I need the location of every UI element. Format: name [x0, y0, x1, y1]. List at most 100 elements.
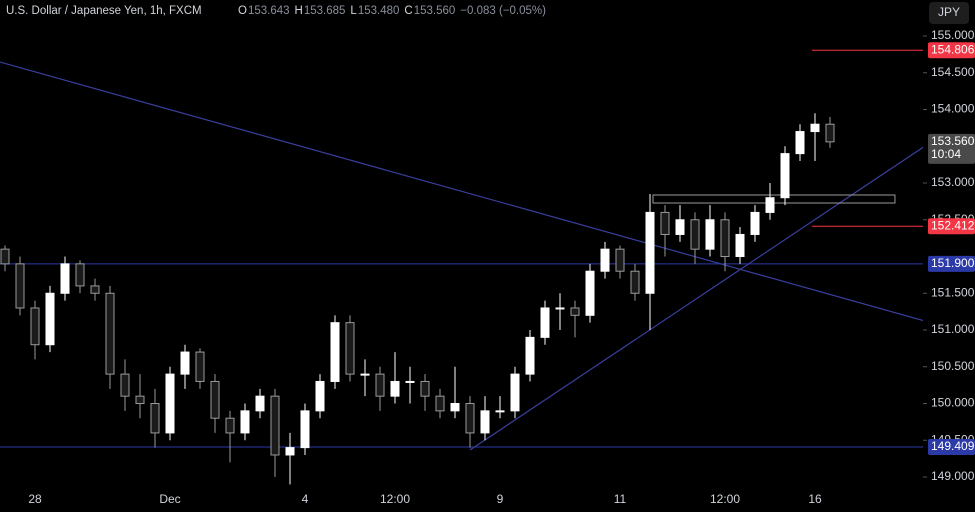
- price-badge: [928, 218, 975, 235]
- candle-body: [465, 403, 475, 434]
- plot-area: [0, 49, 923, 485]
- candle-body: [540, 307, 550, 338]
- candle-body: [765, 197, 775, 213]
- header-label: L: [350, 5, 357, 17]
- candle-body: [570, 307, 580, 316]
- price-badge: [928, 255, 975, 272]
- price-badge-label: 149.409: [931, 439, 975, 453]
- y-tick-label: 150.500: [931, 359, 975, 373]
- candle-body: [15, 263, 25, 309]
- price-badge: [928, 42, 975, 59]
- y-tick-label: 155.000: [931, 28, 975, 42]
- price-badge-label: 152.412: [931, 218, 975, 232]
- ohlc-header: O 153.643 H 153.685 L 153.480 C 153.560 −0.083 (…: [238, 5, 546, 17]
- candle-body: [270, 395, 280, 456]
- candle-body: [480, 410, 490, 434]
- candle-body: [630, 270, 640, 294]
- header-value: 153.643: [248, 5, 290, 17]
- price-badge-label: 153.560: [931, 134, 975, 148]
- candle-body: [720, 219, 730, 258]
- y-tick-label: 154.500: [931, 65, 975, 79]
- y-tick-label: 150.000: [931, 396, 975, 410]
- price-badge: [928, 133, 975, 164]
- x-tick-label: 11: [614, 492, 627, 506]
- candle-body: [180, 351, 190, 375]
- candle-body: [45, 292, 55, 346]
- candle-body: [75, 263, 85, 287]
- candle-body: [750, 211, 760, 235]
- candle-body: [660, 211, 670, 235]
- x-tick-label: 9: [497, 492, 504, 506]
- candle-body: [330, 322, 340, 382]
- candle-body: [300, 410, 310, 449]
- candle-body: [675, 219, 685, 235]
- header-change: −0.083 (−0.05%): [460, 5, 546, 17]
- candle-body: [225, 417, 235, 434]
- candle-body: [585, 270, 595, 316]
- y-tick-label: 154.000: [931, 102, 975, 116]
- candle-body: [510, 373, 520, 412]
- candle-body: [255, 395, 265, 412]
- price-badge-label: 154.806: [931, 42, 975, 56]
- candle-body: [135, 395, 145, 405]
- x-tick-label: Dec: [159, 492, 180, 506]
- currency-button[interactable]: [929, 2, 969, 24]
- candle-body: [315, 380, 325, 412]
- x-tick-label: 12:00: [710, 492, 740, 506]
- candle-body: [600, 248, 610, 272]
- candle-body: [195, 351, 205, 382]
- candle-body: [240, 410, 250, 434]
- price-badge: [928, 438, 975, 455]
- countdown: 10:04: [931, 147, 961, 161]
- candle-body: [360, 373, 370, 376]
- candle-body: [810, 123, 820, 133]
- candle-body: [495, 410, 505, 413]
- candle-body: [420, 380, 430, 397]
- candle-body: [60, 263, 70, 294]
- currency[interactable]: JPY: [938, 5, 960, 19]
- header-label: O: [238, 5, 247, 17]
- candle-body: [645, 211, 655, 294]
- header-value: 153.560: [414, 5, 456, 17]
- candle-body: [210, 380, 220, 419]
- candle-body: [795, 131, 805, 155]
- candle-body: [405, 380, 415, 383]
- candle-body: [375, 373, 385, 397]
- y-tick-label: 151.500: [931, 285, 975, 299]
- price-axis: 155.000154.500154.000153.000152.500151.5…: [923, 28, 975, 483]
- candle-body: [120, 373, 130, 397]
- x-tick-label: 16: [808, 492, 822, 506]
- candle-body: [450, 403, 460, 412]
- trendline: [0, 61, 923, 322]
- candle-body: [555, 307, 565, 310]
- candle-body: [825, 123, 835, 143]
- candle-body: [105, 292, 115, 375]
- candle-body: [780, 153, 790, 199]
- candle-body: [345, 322, 355, 375]
- candle-body: [30, 307, 40, 346]
- candle-body: [705, 219, 715, 250]
- header-value: 153.480: [358, 5, 400, 17]
- header-value: 153.685: [304, 5, 346, 17]
- candle-body: [0, 248, 10, 265]
- header-label: H: [295, 5, 303, 17]
- chart-title: U.S. Dollar / Japanese Yen, 1h, FXCM: [6, 5, 202, 17]
- x-tick-label: 4: [302, 492, 309, 506]
- candle-body: [690, 219, 700, 250]
- candle-body: [390, 380, 400, 397]
- candle-body: [150, 403, 160, 434]
- candle-body: [165, 373, 175, 434]
- price-badge-label: 151.900: [931, 256, 975, 270]
- candle-body: [735, 233, 745, 258]
- header-label: C: [404, 5, 412, 17]
- candle-body: [90, 285, 100, 294]
- y-tick-label: 149.000: [931, 469, 975, 483]
- y-tick-label: 153.000: [931, 175, 975, 189]
- candle-body: [435, 395, 445, 412]
- x-tick-label: 12:00: [380, 492, 410, 506]
- candle-body: [285, 447, 295, 456]
- trendline: [469, 146, 923, 451]
